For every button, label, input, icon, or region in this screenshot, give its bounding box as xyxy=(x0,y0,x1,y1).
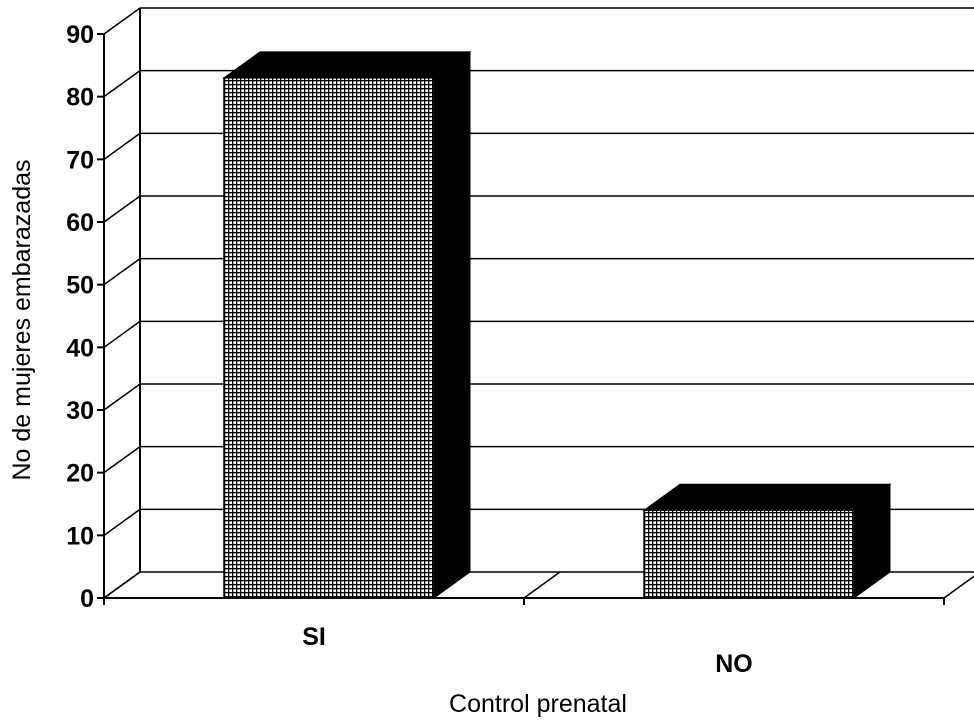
y-tick-label: 10 xyxy=(66,522,94,550)
gridline-diagonal xyxy=(103,7,141,35)
y-tick-label: 60 xyxy=(66,209,94,237)
y-tick-label: 80 xyxy=(66,84,94,112)
bar-no xyxy=(643,509,855,599)
y-tick-label: 0 xyxy=(80,585,94,613)
gridline-diagonal xyxy=(103,446,141,474)
gridline-diagonal xyxy=(103,383,141,411)
gridline-diagonal xyxy=(103,195,141,223)
floor-diagonal xyxy=(103,571,141,599)
y-tick-label: 40 xyxy=(66,334,94,362)
y-axis-title: No de mujeres embarazadas xyxy=(8,160,36,481)
gridline-diagonal xyxy=(103,132,141,160)
labels: Control prenatal No de mujeres embarazad… xyxy=(8,21,753,718)
gridline-diagonal xyxy=(103,70,141,98)
bar-top-no xyxy=(642,483,892,511)
gridline-diagonal xyxy=(103,508,141,536)
y-tick-label: 20 xyxy=(66,460,94,488)
gridline-diagonal xyxy=(103,320,141,348)
bar-si xyxy=(223,77,435,599)
y-tick-label: 30 xyxy=(66,397,94,425)
bar-side-si xyxy=(433,50,471,599)
x-category-label: NO xyxy=(715,650,753,678)
x-category-label: SI xyxy=(302,623,326,651)
y-tick-label: 50 xyxy=(66,272,94,300)
floor-diagonal xyxy=(943,575,974,599)
bar-top-si xyxy=(222,51,472,79)
bars xyxy=(222,50,892,599)
x-axis-title: Control prenatal xyxy=(449,690,627,718)
y-tick-label: 90 xyxy=(66,21,94,49)
floor-diagonal xyxy=(523,571,561,599)
gridline-diagonal xyxy=(103,258,141,286)
y-tick-label: 70 xyxy=(66,146,94,174)
